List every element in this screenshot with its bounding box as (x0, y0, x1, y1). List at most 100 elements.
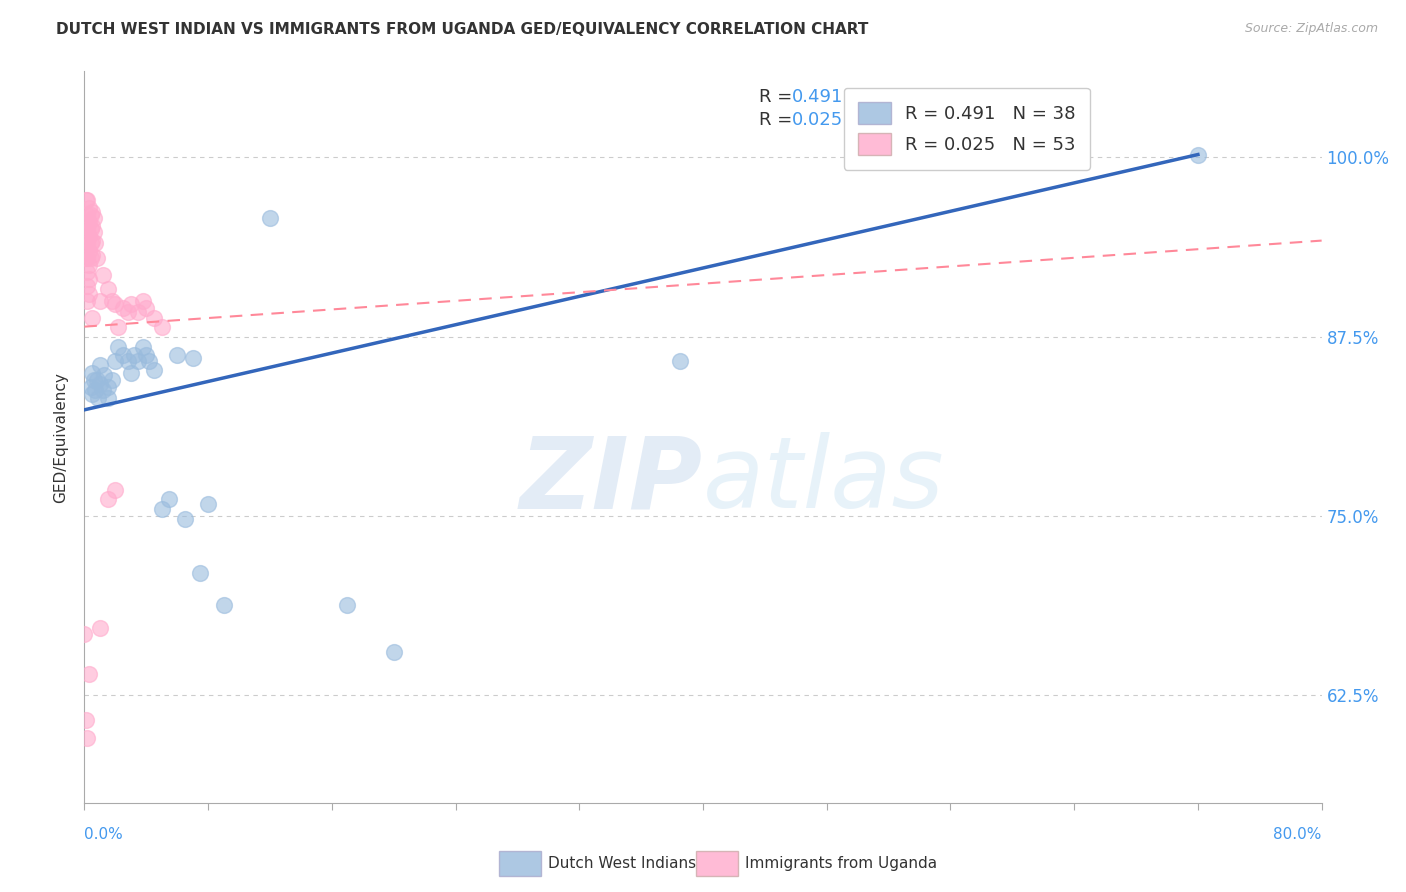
Point (77, 286, 100, 301)
Point (87, 392, 110, 406)
Text: 80.0%: 80.0% (1274, 827, 1322, 841)
Point (79, 380, 101, 394)
Point (97, 380, 120, 394)
Point (669, 354, 692, 368)
Point (77, 244, 100, 258)
Point (77, 229, 100, 244)
Point (181, 351, 204, 366)
Point (97, 392, 120, 406)
Point (82, 205, 104, 219)
Text: 0.0%: 0.0% (84, 827, 124, 841)
Point (135, 348, 157, 362)
Point (166, 348, 188, 362)
Point (120, 296, 142, 310)
Point (75, 251, 97, 265)
Point (143, 311, 166, 326)
Text: Immigrants from Uganda: Immigrants from Uganda (745, 856, 938, 871)
Text: 0.491: 0.491 (792, 88, 844, 106)
Point (91, 268, 114, 282)
Point (159, 491, 181, 506)
Point (79, 208, 101, 222)
Point (107, 340, 129, 354)
Y-axis label: GED/Equivalency: GED/Equivalency (53, 372, 69, 502)
Point (79, 251, 101, 265)
Point (117, 354, 139, 368)
Point (197, 498, 219, 512)
Point (143, 362, 166, 376)
Text: Dutch West Indians: Dutch West Indians (548, 856, 696, 871)
Point (135, 301, 157, 315)
Point (75, 713, 97, 727)
Point (76, 265, 98, 279)
Text: atlas: atlas (703, 433, 945, 530)
Point (150, 501, 173, 516)
Point (336, 598, 359, 612)
Point (104, 354, 127, 368)
Point (101, 373, 124, 387)
Point (259, 211, 281, 225)
Point (76, 208, 98, 222)
Text: N =: N = (873, 112, 914, 129)
Point (76, 731, 98, 746)
Text: 38: 38 (904, 88, 927, 106)
Point (82, 387, 104, 401)
Point (89, 359, 111, 373)
Point (86, 251, 108, 265)
Text: ZIP: ZIP (520, 433, 703, 530)
Point (79, 236, 101, 251)
Point (76, 251, 98, 265)
Point (75, 234, 97, 248)
Point (73, 626, 96, 640)
Point (150, 319, 173, 334)
Point (104, 483, 127, 497)
Point (77, 258, 100, 272)
Point (77, 215, 100, 229)
Point (83, 225, 105, 239)
Text: Source: ZipAtlas.com: Source: ZipAtlas.com (1244, 22, 1378, 36)
Point (1187, 147, 1209, 161)
Point (101, 293, 124, 308)
Point (382, 645, 405, 659)
Point (82, 248, 104, 262)
Point (104, 296, 127, 310)
Point (83, 211, 105, 225)
Point (128, 305, 150, 319)
Point (132, 340, 155, 354)
Point (76, 279, 98, 293)
Point (112, 348, 135, 362)
Point (138, 354, 160, 368)
Point (122, 348, 145, 362)
Point (77, 272, 100, 286)
Point (83, 373, 105, 387)
Point (89, 293, 111, 308)
Text: R =: R = (759, 88, 797, 106)
Point (89, 621, 111, 635)
Point (76, 222, 98, 236)
Point (84, 383, 107, 397)
Point (82, 311, 104, 326)
Point (89, 377, 111, 392)
Point (77, 666, 100, 681)
Point (91, 383, 114, 397)
Point (76, 236, 98, 251)
Point (93, 368, 115, 383)
Point (82, 234, 104, 248)
Point (120, 366, 142, 380)
Point (79, 222, 101, 236)
Legend: R = 0.491   N = 38, R = 0.025   N = 53: R = 0.491 N = 38, R = 0.025 N = 53 (844, 87, 1090, 169)
Point (117, 305, 139, 319)
Point (188, 566, 212, 581)
Point (84, 236, 107, 251)
Text: DUTCH WEST INDIAN VS IMMIGRANTS FROM UGANDA GED/EQUIVALENCY CORRELATION CHART: DUTCH WEST INDIAN VS IMMIGRANTS FROM UGA… (56, 22, 869, 37)
Point (174, 512, 197, 526)
Point (212, 598, 235, 612)
Point (82, 366, 104, 380)
Point (76, 194, 98, 208)
Point (112, 301, 135, 315)
Text: R =: R = (759, 112, 797, 129)
Point (86, 373, 108, 387)
Point (82, 219, 104, 234)
Point (97, 491, 120, 506)
Point (107, 319, 129, 334)
Point (76, 293, 98, 308)
